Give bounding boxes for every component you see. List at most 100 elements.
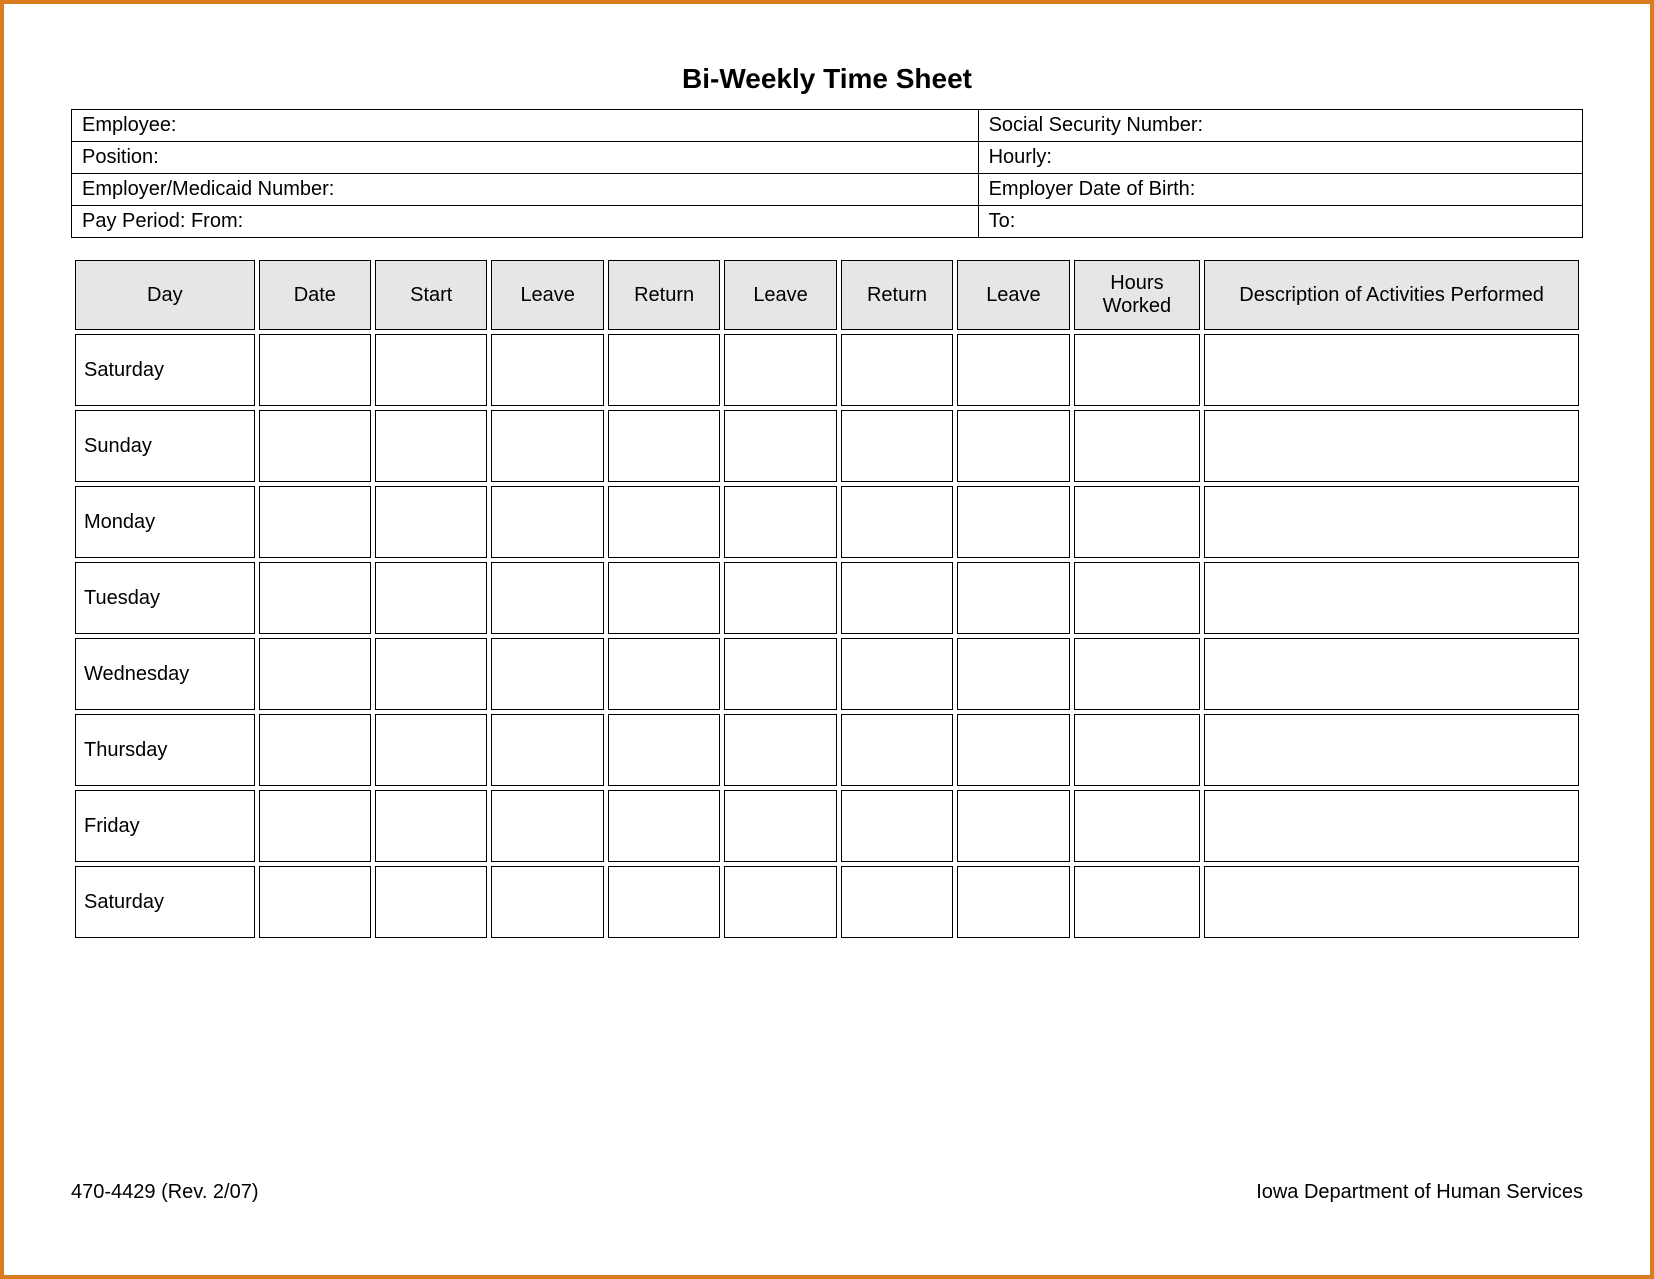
entry-cell[interactable] — [608, 714, 720, 786]
entry-cell[interactable] — [724, 714, 836, 786]
info-label-right[interactable]: Hourly: — [978, 142, 1582, 174]
entry-cell[interactable] — [724, 638, 836, 710]
entry-cell[interactable] — [957, 334, 1069, 406]
entry-cell[interactable] — [724, 486, 836, 558]
column-header: Return — [608, 260, 720, 330]
entry-cell[interactable] — [957, 866, 1069, 938]
info-label-left[interactable]: Pay Period: From: — [72, 206, 979, 238]
info-label-right[interactable]: To: — [978, 206, 1582, 238]
day-cell: Friday — [75, 790, 255, 862]
entry-cell[interactable] — [1204, 638, 1579, 710]
entry-cell[interactable] — [259, 410, 371, 482]
entry-cell[interactable] — [608, 790, 720, 862]
entry-cell[interactable] — [1074, 714, 1201, 786]
entry-cell[interactable] — [491, 866, 603, 938]
entry-cell[interactable] — [841, 790, 953, 862]
entry-cell[interactable] — [1074, 410, 1201, 482]
entry-cell[interactable] — [375, 486, 487, 558]
entry-cell[interactable] — [491, 714, 603, 786]
entry-cell[interactable] — [259, 714, 371, 786]
entry-cell[interactable] — [491, 790, 603, 862]
entry-cell[interactable] — [957, 410, 1069, 482]
entry-cell[interactable] — [259, 866, 371, 938]
info-label-right[interactable]: Employer Date of Birth: — [978, 174, 1582, 206]
column-header: Return — [841, 260, 953, 330]
entry-cell[interactable] — [375, 790, 487, 862]
column-header: Day — [75, 260, 255, 330]
entry-cell[interactable] — [957, 562, 1069, 634]
entry-cell[interactable] — [608, 562, 720, 634]
entry-cell[interactable] — [1204, 562, 1579, 634]
entry-cell[interactable] — [375, 714, 487, 786]
entry-cell[interactable] — [259, 334, 371, 406]
entry-cell[interactable] — [841, 334, 953, 406]
entry-cell[interactable] — [957, 638, 1069, 710]
entry-cell[interactable] — [724, 410, 836, 482]
info-label-left[interactable]: Employer/Medicaid Number: — [72, 174, 979, 206]
entry-cell[interactable] — [608, 334, 720, 406]
entry-cell[interactable] — [375, 562, 487, 634]
entry-cell[interactable] — [1204, 410, 1579, 482]
entry-cell[interactable] — [608, 638, 720, 710]
entry-cell[interactable] — [375, 410, 487, 482]
entry-cell[interactable] — [259, 638, 371, 710]
entry-cell[interactable] — [1204, 714, 1579, 786]
entry-cell[interactable] — [491, 638, 603, 710]
entry-cell[interactable] — [491, 334, 603, 406]
entry-cell[interactable] — [1204, 334, 1579, 406]
table-row: Monday — [75, 486, 1579, 558]
entry-cell[interactable] — [375, 334, 487, 406]
info-row: Employee:Social Security Number: — [72, 110, 1583, 142]
page-title: Bi-Weekly Time Sheet — [71, 63, 1583, 95]
entry-cell[interactable] — [1074, 334, 1201, 406]
entry-cell[interactable] — [957, 790, 1069, 862]
entry-cell[interactable] — [841, 562, 953, 634]
entry-cell[interactable] — [608, 410, 720, 482]
entry-cell[interactable] — [1074, 866, 1201, 938]
column-header: Date — [259, 260, 371, 330]
day-cell: Saturday — [75, 866, 255, 938]
entry-cell[interactable] — [1074, 638, 1201, 710]
entry-cell[interactable] — [1204, 486, 1579, 558]
info-row: Position:Hourly: — [72, 142, 1583, 174]
entry-cell[interactable] — [608, 866, 720, 938]
info-label-right[interactable]: Social Security Number: — [978, 110, 1582, 142]
entry-cell[interactable] — [1074, 790, 1201, 862]
entry-cell[interactable] — [608, 486, 720, 558]
info-label-left[interactable]: Employee: — [72, 110, 979, 142]
entry-cell[interactable] — [957, 486, 1069, 558]
day-cell: Wednesday — [75, 638, 255, 710]
entry-cell[interactable] — [1204, 790, 1579, 862]
entry-cell[interactable] — [724, 334, 836, 406]
form-number: 470-4429 (Rev. 2/07) — [71, 1181, 259, 1204]
document-frame: Bi-Weekly Time Sheet Employee:Social Sec… — [0, 0, 1654, 1279]
entry-cell[interactable] — [491, 486, 603, 558]
entry-cell[interactable] — [491, 562, 603, 634]
info-label-left[interactable]: Position: — [72, 142, 979, 174]
entry-cell[interactable] — [841, 866, 953, 938]
entry-cell[interactable] — [259, 486, 371, 558]
entry-cell[interactable] — [1074, 562, 1201, 634]
table-row: Saturday — [75, 334, 1579, 406]
entry-cell[interactable] — [491, 410, 603, 482]
day-cell: Saturday — [75, 334, 255, 406]
entry-cell[interactable] — [724, 790, 836, 862]
entry-cell[interactable] — [375, 638, 487, 710]
entry-cell[interactable] — [841, 638, 953, 710]
entry-cell[interactable] — [841, 486, 953, 558]
entry-cell[interactable] — [259, 790, 371, 862]
entry-cell[interactable] — [1204, 866, 1579, 938]
timesheet-page: Bi-Weekly Time Sheet Employee:Social Sec… — [53, 53, 1601, 1226]
entry-cell[interactable] — [375, 866, 487, 938]
entry-cell[interactable] — [724, 866, 836, 938]
page-footer: 470-4429 (Rev. 2/07) Iowa Department of … — [71, 1181, 1583, 1204]
entry-cell[interactable] — [259, 562, 371, 634]
entry-cell[interactable] — [841, 410, 953, 482]
table-row: Saturday — [75, 866, 1579, 938]
entry-cell[interactable] — [724, 562, 836, 634]
timesheet-grid: DayDateStartLeaveReturnLeaveReturnLeaveH… — [71, 256, 1583, 942]
column-header: Description of Activities Performed — [1204, 260, 1579, 330]
entry-cell[interactable] — [1074, 486, 1201, 558]
entry-cell[interactable] — [841, 714, 953, 786]
entry-cell[interactable] — [957, 714, 1069, 786]
